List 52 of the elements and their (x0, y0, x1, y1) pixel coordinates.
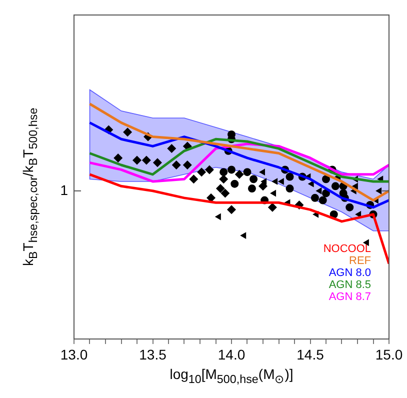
point (189, 174, 198, 184)
point (230, 180, 239, 188)
point (216, 184, 225, 194)
point (376, 187, 382, 194)
point (227, 205, 236, 214)
point (258, 182, 268, 191)
point (219, 174, 228, 184)
point (152, 158, 162, 168)
point (234, 170, 244, 179)
point (114, 153, 123, 162)
point (310, 194, 319, 202)
point (220, 188, 230, 198)
text: 1 (60, 182, 68, 198)
point (331, 182, 340, 190)
point (259, 168, 265, 176)
text: AGN 8.7 (328, 291, 371, 304)
point (322, 175, 330, 184)
point (286, 184, 294, 193)
point (172, 160, 181, 170)
series-label: NOCOOL (323, 243, 371, 256)
x-tick-label: 13.0 (60, 346, 88, 362)
point (142, 156, 151, 165)
point (248, 184, 256, 193)
point (197, 168, 206, 177)
text: AGN 8.5 (328, 279, 371, 292)
x-axis-title: log$_{10}$[M$_{500,hse}$(M$_{⊙}$)] (168, 366, 294, 386)
point (352, 182, 358, 190)
point (272, 178, 278, 185)
text: AGN 8.0 (328, 267, 371, 280)
point (132, 156, 142, 165)
x-tick-label: 14.0 (218, 346, 246, 362)
x-tick-label: 15.0 (375, 346, 403, 362)
point (270, 190, 276, 197)
point (286, 172, 294, 181)
point (250, 175, 258, 184)
point (123, 128, 132, 137)
point (228, 166, 236, 174)
point (268, 202, 277, 212)
point (240, 232, 246, 240)
point (220, 168, 228, 176)
text: REF (349, 255, 372, 268)
point (316, 187, 322, 194)
point (214, 213, 221, 220)
point (204, 165, 214, 174)
x-tick-label: 13.5 (139, 346, 167, 362)
point (278, 178, 284, 185)
point (243, 168, 252, 176)
point (182, 160, 192, 170)
point (318, 196, 327, 204)
x-tick-label: 14.5 (296, 346, 324, 362)
point (167, 144, 176, 154)
point (346, 203, 354, 212)
